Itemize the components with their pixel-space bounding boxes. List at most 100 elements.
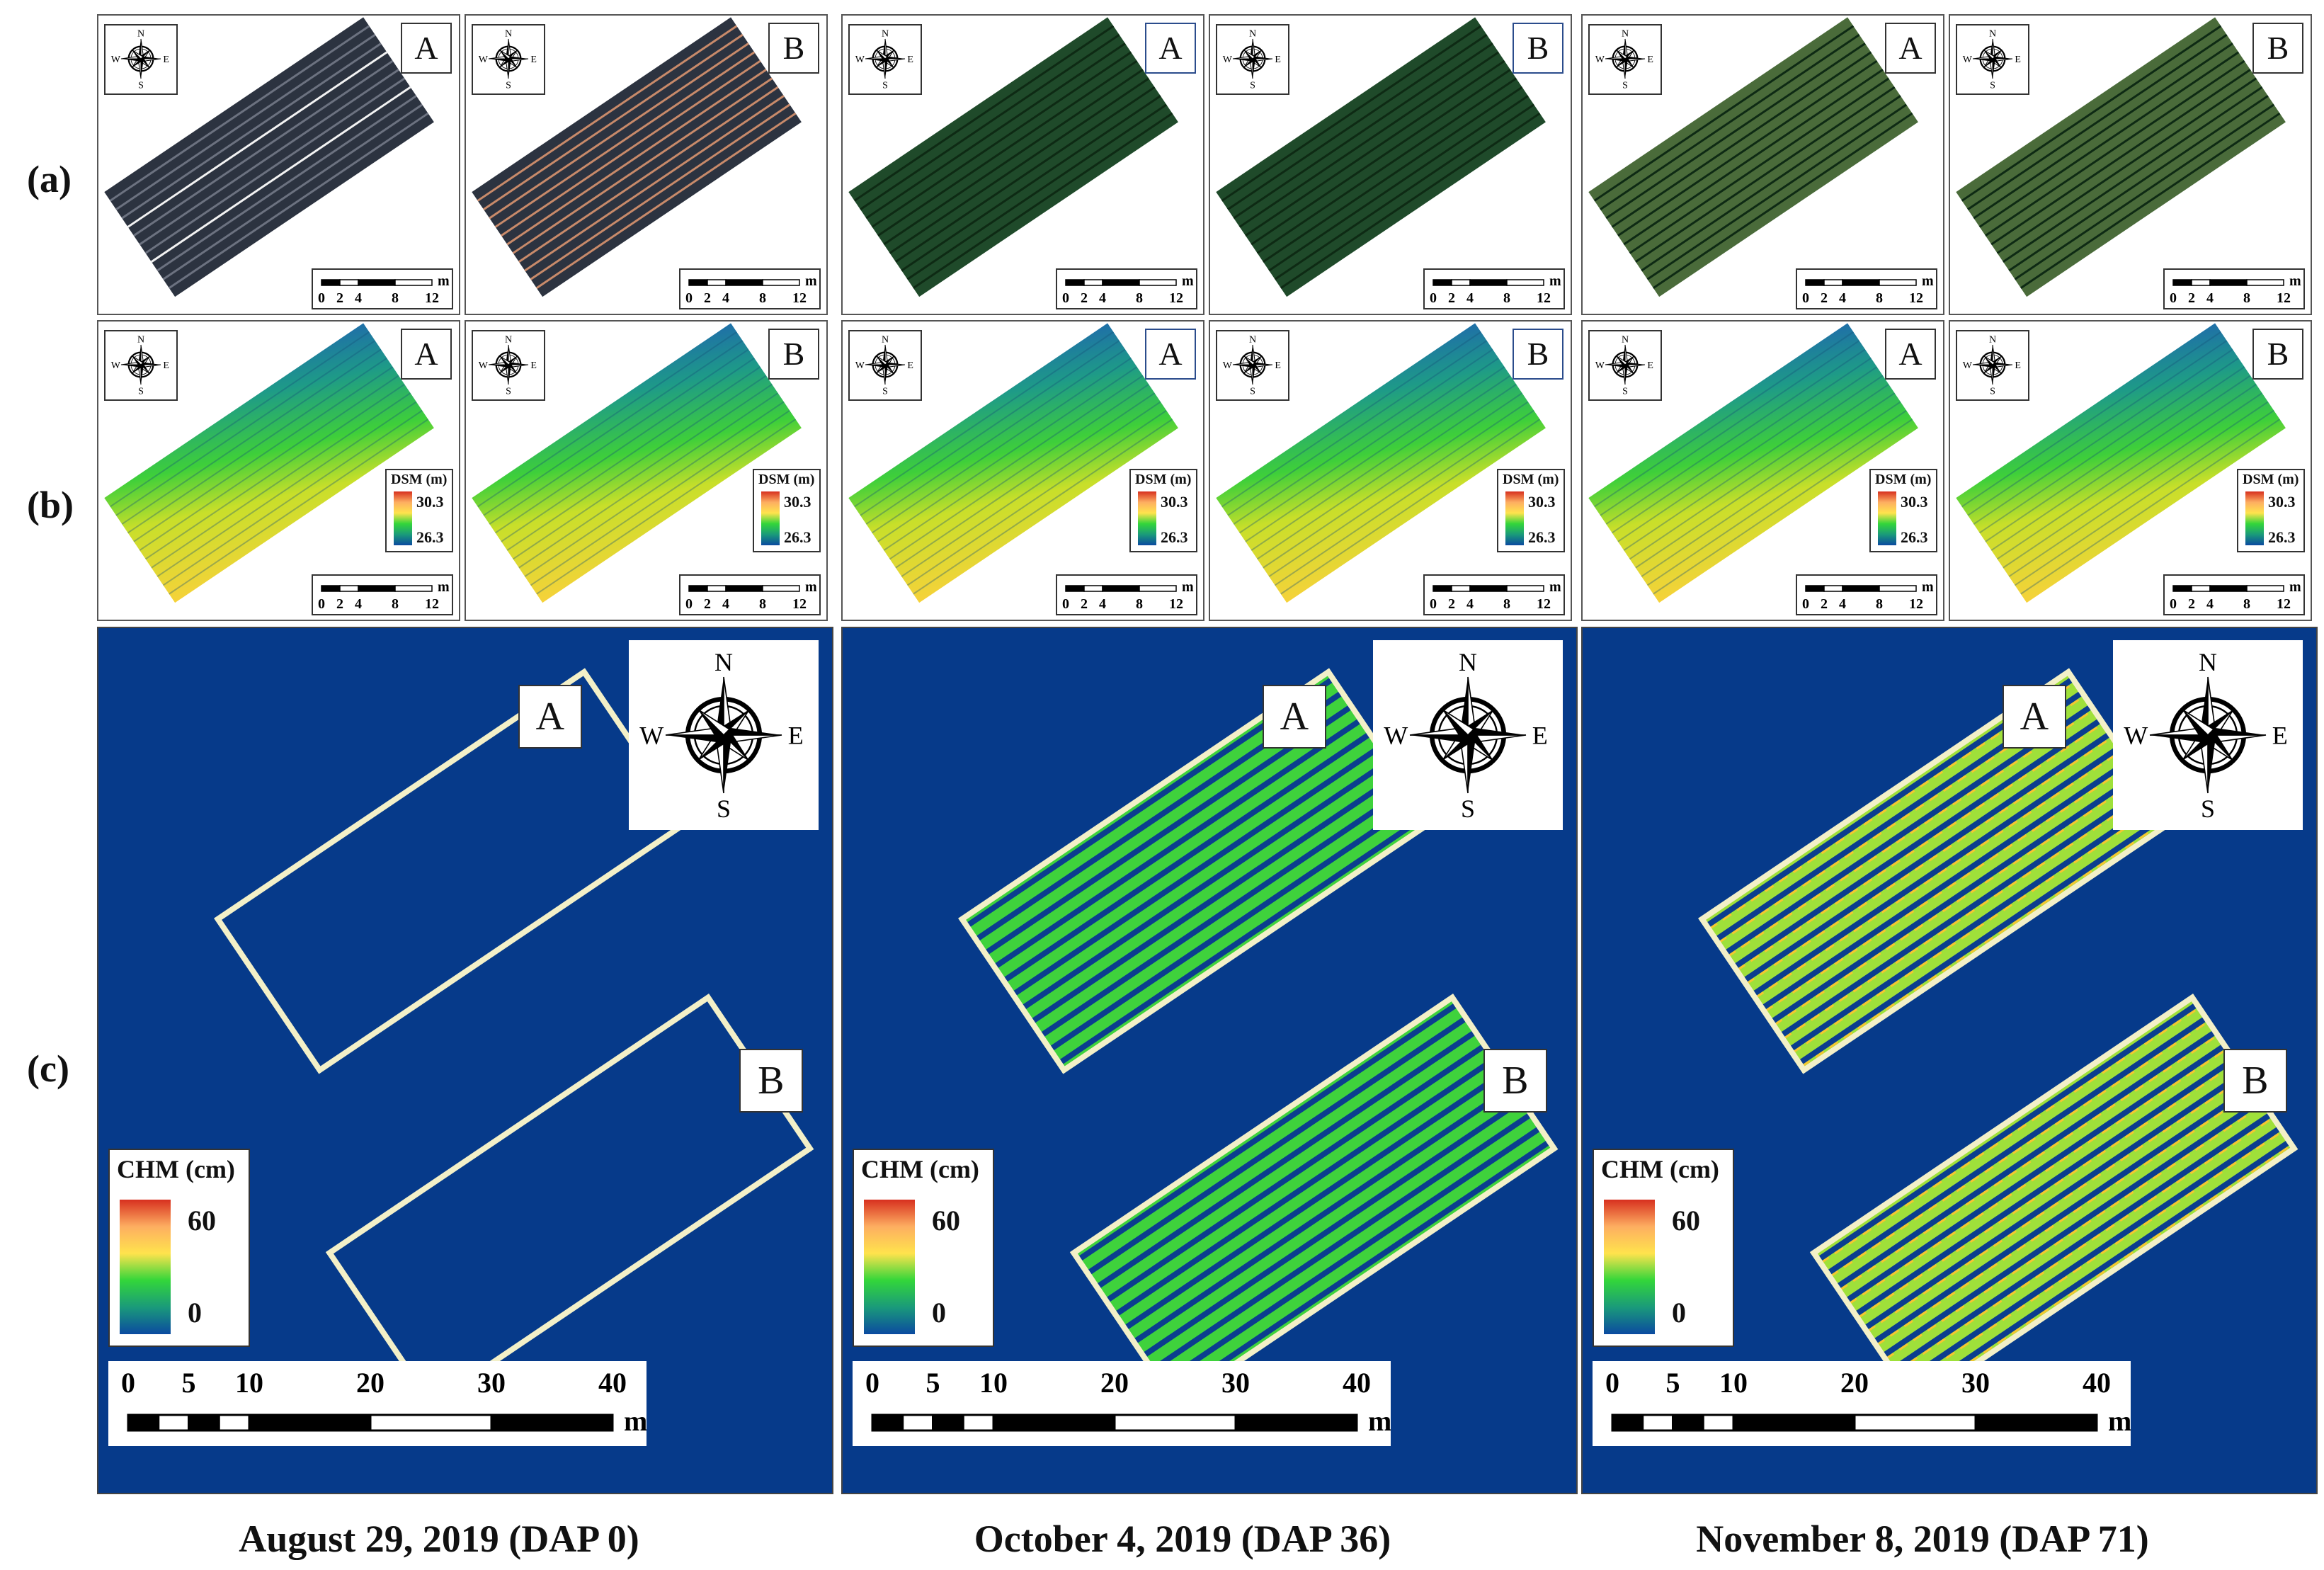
plot-image [1588,17,1918,297]
scale-unit: m [2289,273,2301,289]
dsm-legend-max: 30.3 [784,493,811,511]
chm-legend-max: 60 [1672,1205,1700,1236]
compass-s-label: S [506,80,511,91]
compass-box: N S E W [1216,24,1289,95]
compass-w-label: W [855,360,865,371]
compass-n-label: N [137,29,144,40]
compass-rose: N S E W [1384,648,1548,823]
scale-tick-label: 30 [477,1367,506,1399]
scale-tick-label: 12 [2277,596,2291,612]
scale-unit: m [624,1405,646,1437]
plot-image [1216,323,1546,603]
compass-rose: N S E W [1595,335,1653,397]
compass-n-label: N [882,29,889,40]
scale-tick-label: 4 [722,596,729,612]
compass-n-label: N [505,335,512,346]
compass-rose: N S E W [855,29,913,91]
scale-tick-label: 12 [1909,596,1923,612]
compass-e-label: E [163,360,169,371]
scale-tick-label: 0 [1605,1367,1619,1399]
scale-tick-label: 8 [1503,290,1510,306]
scale-tick-label: 20 [1840,1367,1869,1399]
compass-rose: N S E W [639,648,804,823]
plot-image [104,17,434,297]
plot-label-a: A [401,23,452,74]
scale-tick-label: 2 [2188,290,2195,306]
dsm-legend: DSM (m) 30.3 26.3 [2237,469,2305,552]
compass-rose: N S E W [111,29,169,91]
scale-tick-label: 12 [425,596,439,612]
panel-b-b-date2: B N S E W 0 2 4 8 12 m DSM (m) 30.3 26.3 [1209,320,1572,621]
date-label-1: August 29, 2019 (DAP 0) [239,1518,639,1560]
panel-b-a-date2: A N S E W 0 2 4 8 12 m DSM (m) 30.3 26.3 [841,320,1204,621]
compass-s-label: S [1622,386,1628,397]
dsm-legend: DSM (m) 30.3 26.3 [385,469,453,552]
panel-a-b-date3: B N S E W 0 2 4 8 12 m [1949,14,2312,315]
plot-label-b: B [2252,329,2303,380]
chm-panel-date3: A B N S E W CHM (cm) 60 0 0 5 10 20 30 40 m [1581,627,2318,1494]
scale-unit: m [1549,273,1561,289]
compass-rose: N S E W [1963,335,2021,397]
compass-box: N S E W [1956,330,2029,401]
scale-unit: m [805,273,817,289]
scale-tick-label: 0 [121,1367,135,1399]
scale-tick-label: 4 [1839,596,1846,612]
scale-bar: 0 5 10 20 30 40 m [853,1361,1391,1447]
compass-s-label: S [1250,80,1255,91]
compass-s-label: S [506,386,511,397]
compass-w-label: W [1223,360,1233,371]
scale-tick-label: 8 [1876,596,1883,612]
scale-bar: 0 2 4 8 12 m [1056,574,1197,615]
compass-n-label: N [1989,335,1996,346]
compass-e-label: E [1647,55,1653,65]
scale-tick-label: 40 [598,1367,627,1399]
compass-s-label: S [1250,386,1255,397]
chm-legend: CHM (cm) 60 0 [108,1149,250,1347]
dsm-legend-title: DSM (m) [391,472,448,487]
compass-rose: N S E W [1595,29,1653,91]
compass-n-label: N [1622,335,1629,346]
compass-s-label: S [2201,795,2215,823]
plot-a-outline [958,668,1435,1074]
dsm-legend: DSM (m) 30.3 26.3 [1497,469,1565,552]
scale-tick-label: 20 [1100,1367,1129,1399]
chm-legend-title: CHM (cm) [117,1155,235,1183]
scale-bar: 0 2 4 8 12 m [2163,268,2305,309]
scale-bar: 0 2 4 8 12 m [679,268,821,309]
compass-s-label: S [1990,80,1995,91]
scale-tick-label: 10 [979,1367,1008,1399]
scale-tick-label: 30 [1961,1367,1990,1399]
scale-tick-label: 12 [1169,596,1183,612]
scale-tick-label: 30 [1221,1367,1250,1399]
compass-s-label: S [1990,386,1995,397]
plot-label-b: B [739,1049,803,1113]
compass-e-label: E [2015,55,2021,65]
scale-tick-label: 0 [2170,596,2177,612]
dsm-legend-min: 26.3 [784,528,811,546]
scale-tick-label: 0 [865,1367,879,1399]
panel-b-a-date1: A N S E W 0 2 4 8 12 m DSM (m) 30.3 26.3 [97,320,460,621]
scale-tick-label: 40 [1343,1367,1371,1399]
compass-e-label: E [1275,55,1281,65]
compass-rose: N S E W [479,29,537,91]
scale-unit: m [1182,579,1194,595]
compass-s-label: S [882,386,888,397]
compass-w-label: W [479,55,489,65]
compass-s-label: S [882,80,888,91]
panel-b-b-date3: B N S E W 0 2 4 8 12 m DSM (m) 30.3 26.3 [1949,320,2312,621]
plot-image [1216,17,1546,297]
compass-e-label: E [163,55,169,65]
compass-w-label: W [479,360,489,371]
scale-tick-label: 2 [704,596,711,612]
compass-box: N S E W [628,640,819,831]
chm-legend-title: CHM (cm) [861,1155,979,1183]
scale-tick-label: 8 [392,290,399,306]
plot-label-b: B [768,23,819,74]
compass-box: N S E W [104,24,178,95]
plot-label-b: B [2223,1049,2287,1113]
chm-panel-date2: A B N S E W CHM (cm) 60 0 0 5 10 20 30 40 m [841,627,1578,1494]
chm-legend-max: 60 [932,1205,960,1236]
plot-image [1588,323,1918,603]
dsm-legend-title: DSM (m) [758,472,815,487]
plot-image [848,323,1178,603]
